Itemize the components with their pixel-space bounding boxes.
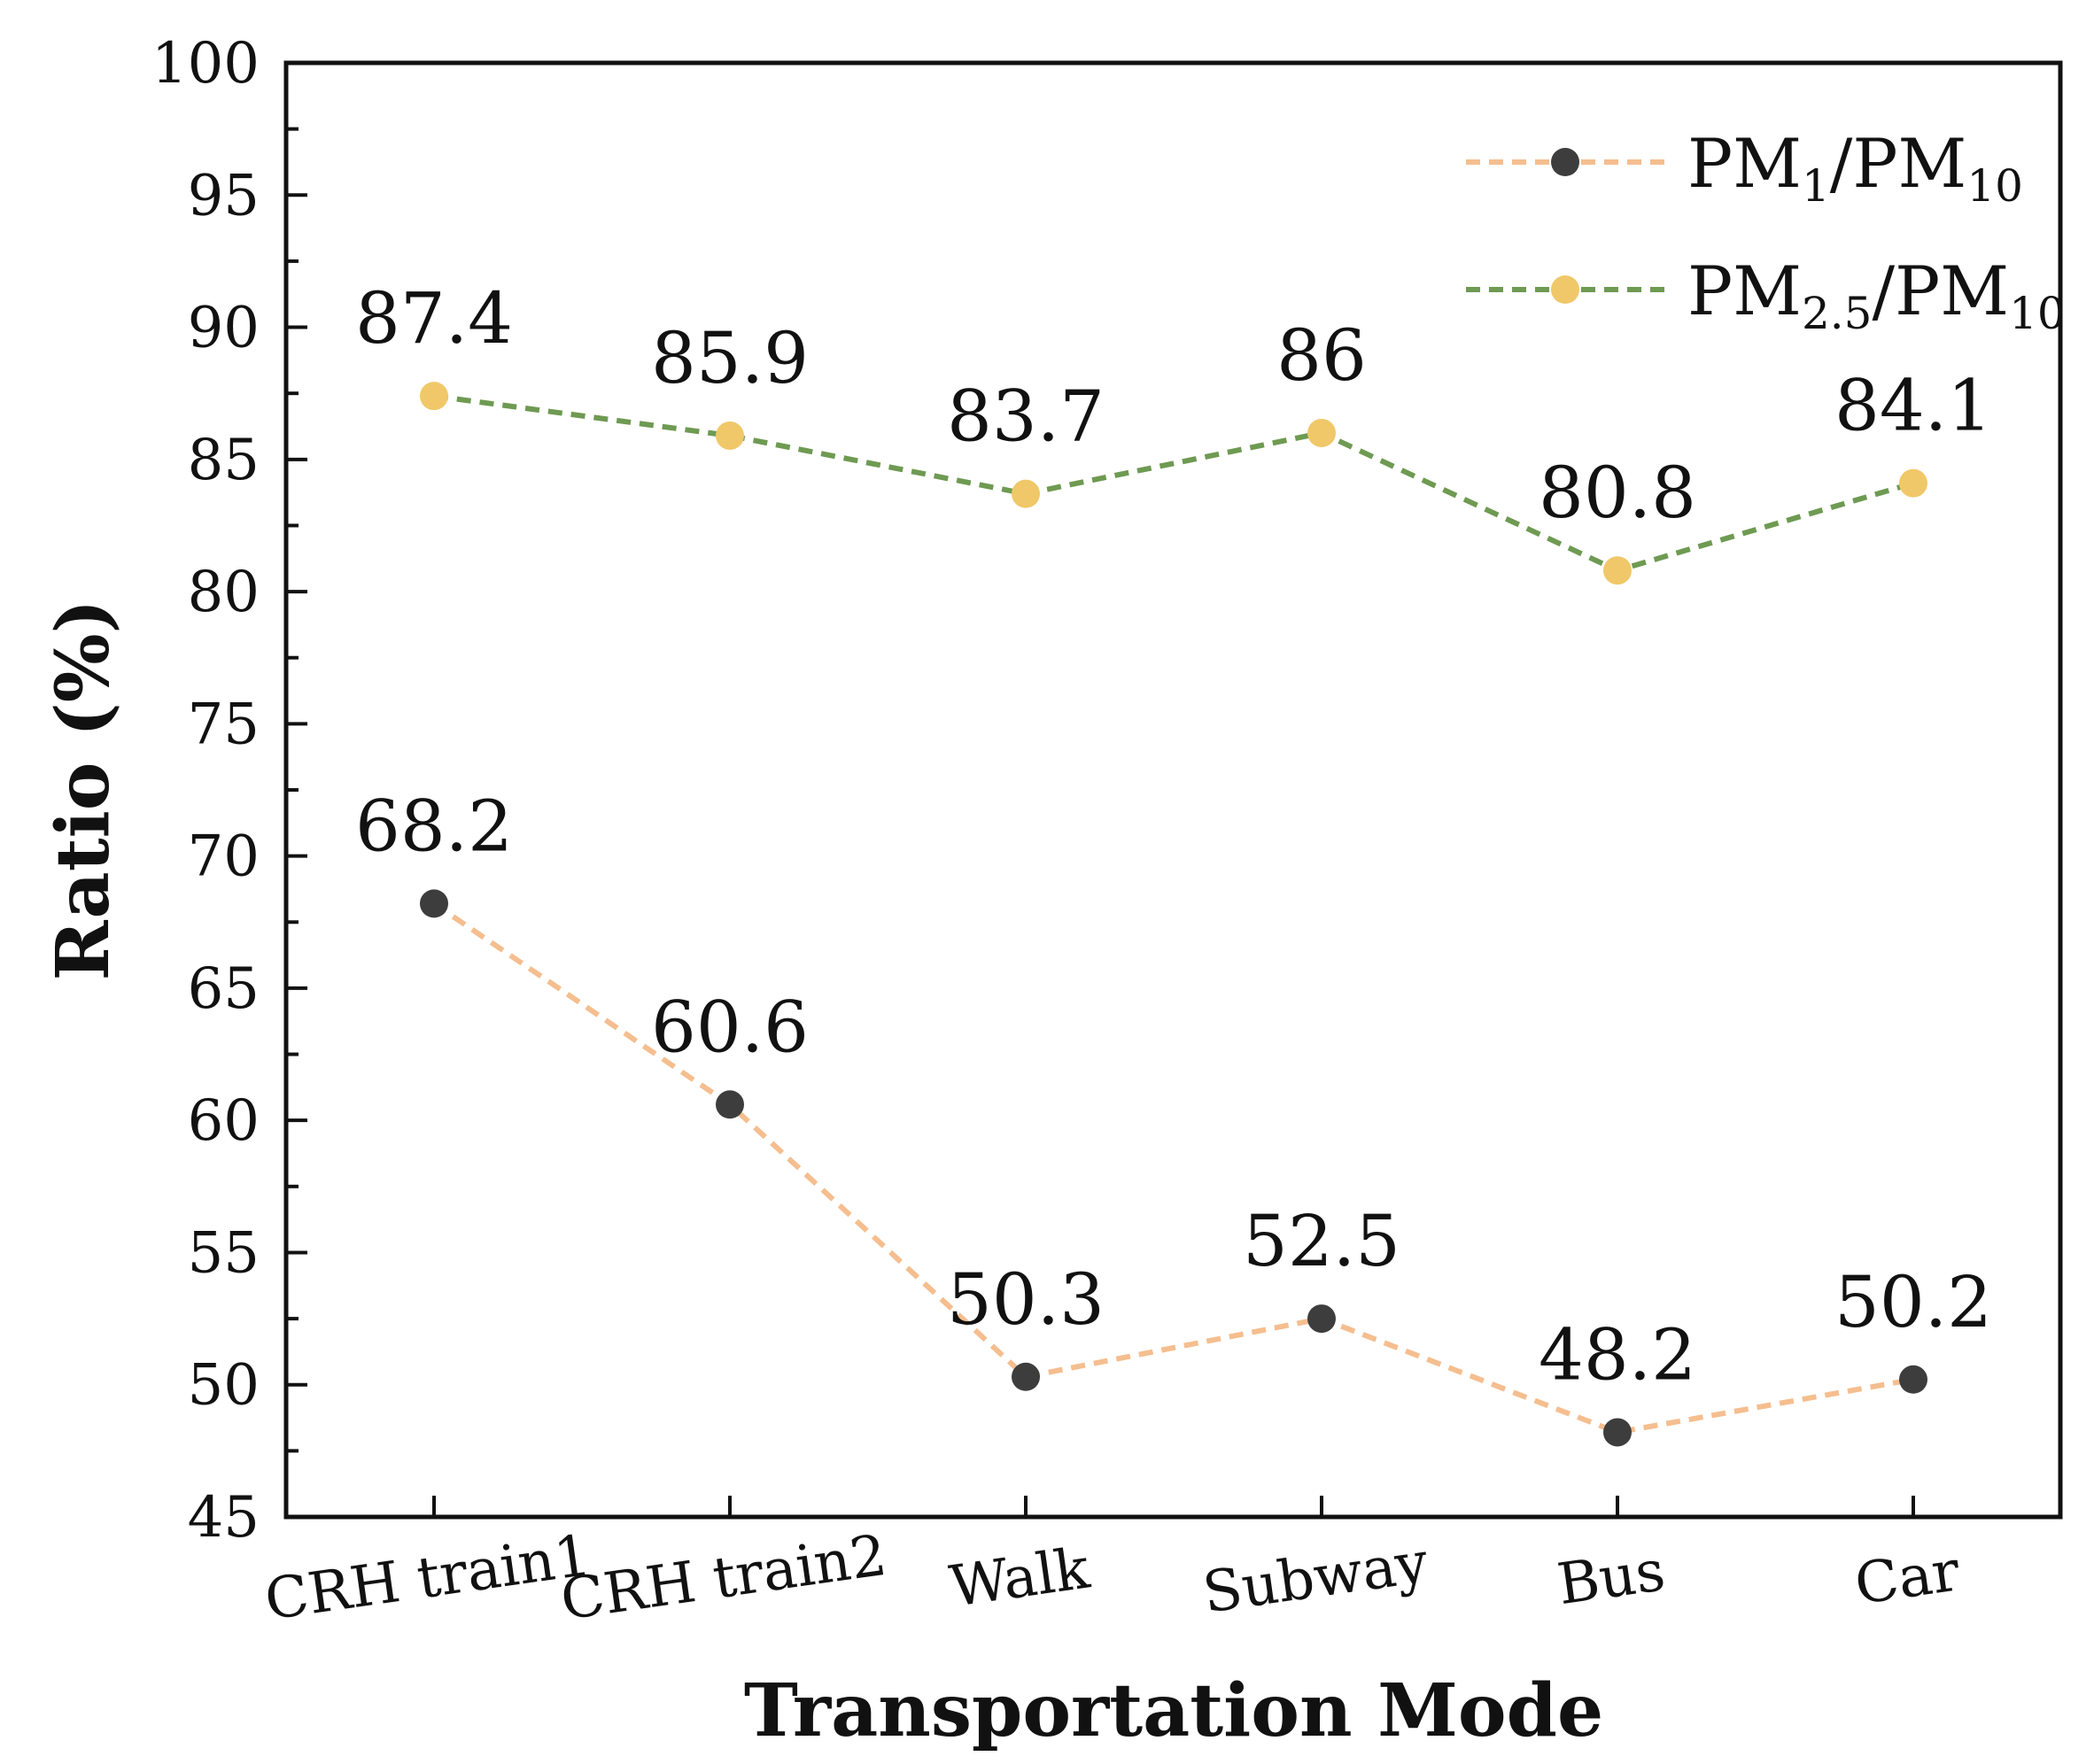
x-tick-label: Walk: [946, 1536, 1095, 1620]
x-tick-label: CRH train2: [557, 1523, 891, 1634]
legend-entry: PM1/PM10: [1466, 124, 2023, 212]
x-tick-label: Bus: [1554, 1538, 1669, 1618]
data-label: 85.9: [651, 317, 809, 399]
data-label: 52.5: [1243, 1200, 1400, 1282]
data-label: 50.2: [1834, 1261, 1992, 1343]
data-point: [1899, 1365, 1927, 1394]
x-tick-label: Car: [1851, 1538, 1964, 1618]
y-tick-label: 65: [188, 956, 260, 1022]
y-tick-label: 95: [188, 163, 260, 228]
data-point: [1307, 418, 1336, 447]
data-point: [1899, 468, 1927, 498]
data-point: [1603, 1418, 1632, 1447]
y-tick-label: 75: [188, 692, 260, 757]
data-label: 80.8: [1539, 452, 1696, 534]
data-label: 83.7: [947, 375, 1105, 458]
y-tick-label: 50: [188, 1353, 260, 1419]
y-tick-label: 60: [188, 1088, 260, 1154]
y-tick-label: 100: [151, 31, 260, 97]
data-label: 60.6: [651, 986, 809, 1068]
legend-entry: PM2.5/PM10: [1466, 251, 2066, 339]
legend-marker: [1551, 148, 1579, 176]
y-tick-label: 80: [188, 560, 260, 625]
data-point: [1012, 1362, 1040, 1391]
y-tick-label: 45: [188, 1485, 260, 1551]
legend-label: PM1/PM10: [1687, 124, 2023, 212]
data-point: [716, 1090, 744, 1119]
data-label: 48.2: [1539, 1313, 1696, 1396]
y-tick-label: 70: [188, 824, 260, 890]
series-line: [432, 901, 1914, 1435]
data-point: [420, 889, 448, 918]
data-point: [1012, 479, 1040, 508]
data-label: 84.1: [1834, 365, 1992, 447]
y-tick-label: 55: [188, 1220, 260, 1286]
legend: PM1/PM10 PM2.5/PM10: [1466, 124, 2066, 339]
data-label: 68.2: [355, 785, 513, 867]
series-2: 87.4 85.9 83.7 86 80.8 84.1: [355, 277, 1992, 585]
series-line: [433, 393, 1914, 574]
data-point: [1603, 556, 1632, 585]
data-label: 50.3: [947, 1258, 1105, 1341]
series-layer: 68.2 60.6 50.3 52.5 48.2 50.2 87.4 85.9 83.7 86 80…: [355, 277, 1992, 1447]
data-label: 86: [1276, 314, 1367, 397]
data-point: [716, 421, 744, 450]
y-axis-title: Ratio (%): [41, 600, 126, 981]
x-tick-label: Subway: [1199, 1530, 1432, 1627]
legend-marker: [1551, 275, 1579, 304]
data-label: 87.4: [355, 277, 513, 360]
series-1: 68.2 60.6 50.3 52.5 48.2 50.2: [355, 785, 1992, 1447]
x-tick-label: CRH train1: [261, 1523, 595, 1634]
y-tick-label: 85: [188, 428, 260, 493]
y-axis: 45 50 55 60 65 70 75 80 85 90 95 100: [151, 31, 307, 1551]
legend-label: PM2.5/PM10: [1687, 251, 2066, 339]
y-tick-label: 90: [188, 296, 260, 361]
data-point: [420, 382, 448, 411]
x-axis-title: Transportation Mode: [744, 1668, 1603, 1753]
data-point: [1307, 1304, 1336, 1334]
